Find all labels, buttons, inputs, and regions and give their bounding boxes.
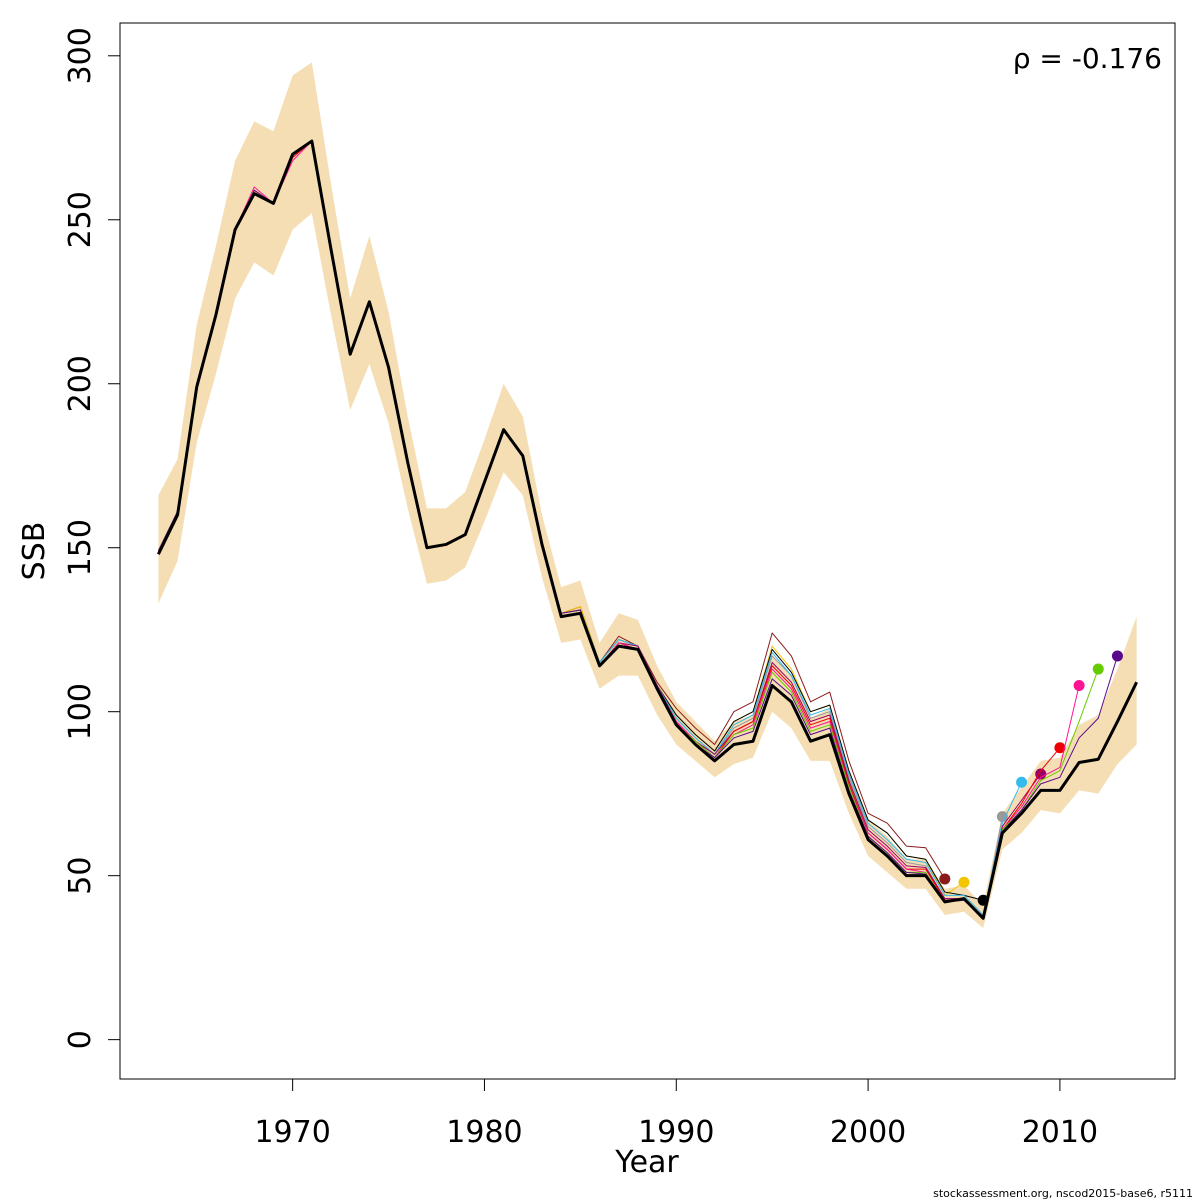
- peel-endpoint: [1073, 679, 1085, 691]
- series-line: [157, 140, 1099, 919]
- series-line: [157, 140, 984, 901]
- x-tick-label: 2010: [1022, 1115, 1098, 1150]
- peel-endpoint: [1054, 742, 1066, 754]
- y-tick-label: 250: [63, 191, 98, 248]
- series-line: [157, 140, 1042, 918]
- peel-endpoint: [1016, 776, 1028, 788]
- peel-endpoint: [1035, 768, 1047, 780]
- x-tick-label: 2000: [830, 1115, 906, 1150]
- series-line: [157, 140, 1061, 919]
- x-tick-label: 1980: [446, 1115, 522, 1150]
- confidence-band: [158, 62, 1137, 929]
- footer: stockassessment.org, nscod2015-base6, r5…: [933, 1187, 1193, 1200]
- series-line: [157, 140, 1003, 919]
- plot-area: [157, 62, 1138, 929]
- y-tick-label: 150: [63, 519, 98, 576]
- y-axis-title: SSB: [17, 522, 52, 581]
- peel-endpoint: [1092, 663, 1104, 675]
- peel-endpoint: [958, 876, 970, 888]
- x-tick-label: 1990: [638, 1115, 714, 1150]
- x-tick-label: 1970: [254, 1115, 330, 1150]
- y-tick-label: 0: [63, 1030, 98, 1049]
- annotation: ρ = -0.176: [1013, 42, 1162, 75]
- x-axis-title: Year: [614, 1145, 679, 1180]
- series-line: [157, 140, 1118, 919]
- y-tick-label: 50: [63, 857, 98, 895]
- y-tick-label: 100: [63, 683, 98, 740]
- series-line: [157, 139, 1138, 920]
- peel-endpoint: [1111, 650, 1123, 662]
- series-line: [157, 140, 1080, 919]
- y-tick-label: 300: [63, 27, 98, 84]
- series-line: [157, 140, 1023, 916]
- peel-endpoint: [939, 873, 951, 885]
- y-tick-label: 200: [63, 355, 98, 412]
- plot-frame: [119, 22, 1176, 1080]
- peel-endpoint: [996, 811, 1008, 823]
